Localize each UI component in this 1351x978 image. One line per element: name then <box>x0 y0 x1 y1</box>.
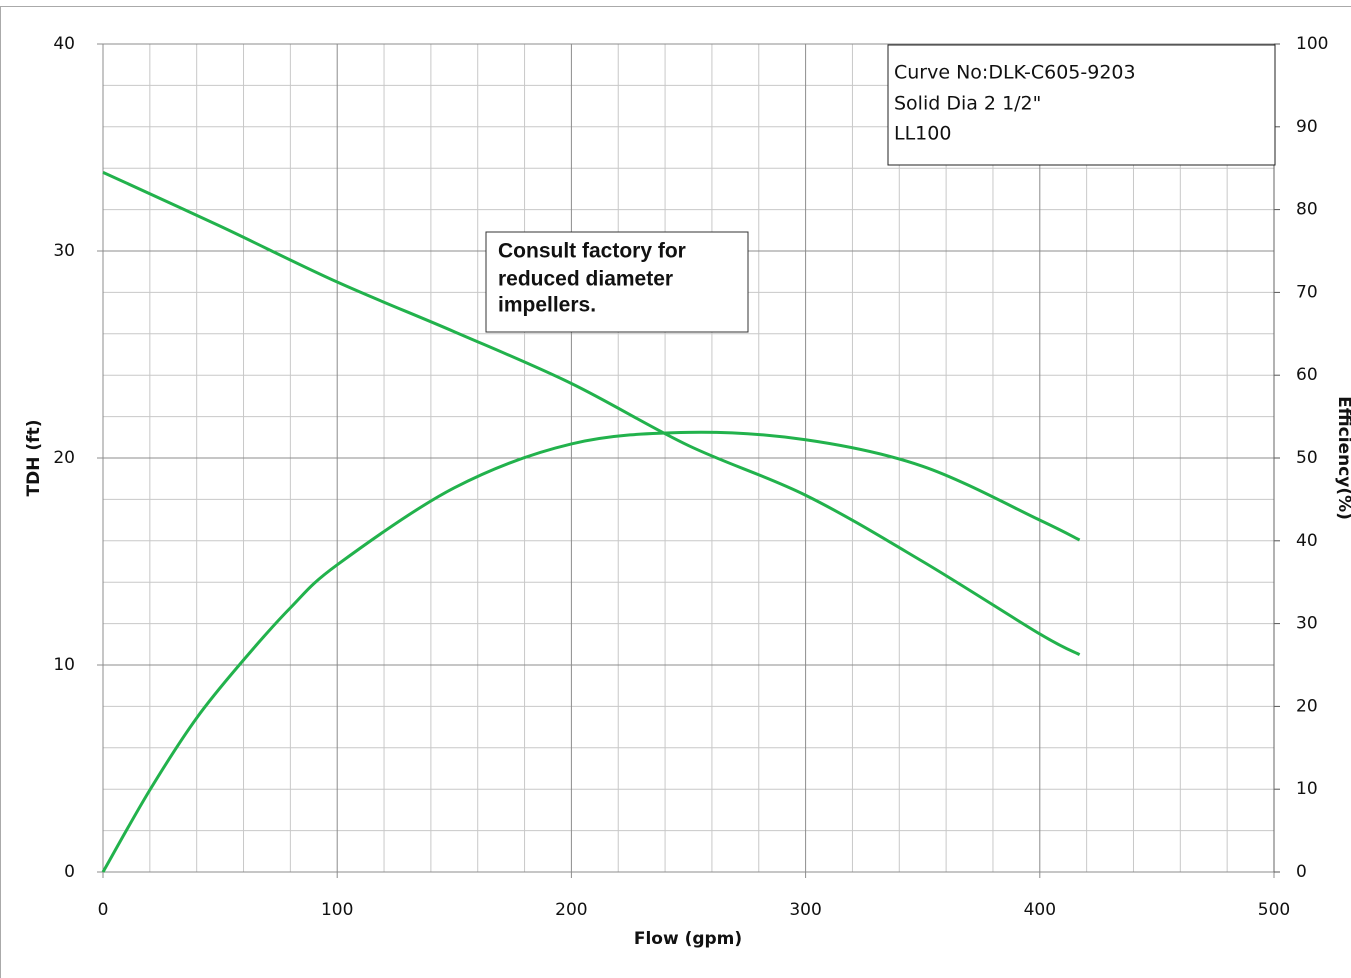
x-tick-label: 0 <box>98 900 109 920</box>
y-tick-label: 10 <box>53 655 75 675</box>
x-tick-label: 300 <box>789 900 821 920</box>
y2-tick-label: 80 <box>1296 200 1318 220</box>
y2-tick-label: 60 <box>1296 365 1318 385</box>
y2-tick-label: 90 <box>1296 117 1318 137</box>
y2-tick-label: 50 <box>1296 448 1318 468</box>
marks <box>101 170 1081 873</box>
y-axis-label: TDH (ft) <box>24 420 44 497</box>
y2-tick-label: 70 <box>1296 282 1318 302</box>
note-line: impellers. <box>498 294 596 317</box>
y2-tick-label: 20 <box>1296 696 1318 716</box>
info-line: Curve No:DLK-C605-9203 <box>894 62 1136 84</box>
y2-tick-label: 30 <box>1296 614 1318 634</box>
grid <box>97 43 1280 878</box>
y-tick-label: 20 <box>53 448 75 468</box>
info-box <box>887 44 1276 166</box>
y-tick-label: 30 <box>53 241 75 261</box>
note-line: Consult factory for <box>498 240 686 263</box>
x-tick-label: 100 <box>321 900 353 920</box>
note-box <box>485 231 749 333</box>
y2-axis-label: Efficiency(%) <box>1334 396 1351 520</box>
x-axis-label: Flow (gpm) <box>634 929 742 949</box>
y2-tick-label: 40 <box>1296 531 1318 551</box>
x-tick-label: 400 <box>1024 900 1056 920</box>
y2-tick-label: 10 <box>1296 779 1318 799</box>
y2-tick-label: 0 <box>1296 862 1307 882</box>
note-line: reduced diameter <box>498 268 673 291</box>
curve <box>102 170 1081 656</box>
y-tick-label: 0 <box>64 862 75 882</box>
y-tick-label: 40 <box>53 34 75 54</box>
curve <box>101 430 1081 873</box>
info-line: Solid Dia 2 1/2" <box>894 93 1041 115</box>
frame <box>0 6 1351 978</box>
x-tick-label: 200 <box>555 900 587 920</box>
x-tick-label: 500 <box>1258 900 1290 920</box>
info-line: LL100 <box>894 123 951 145</box>
y2-tick-label: 100 <box>1296 34 1328 54</box>
